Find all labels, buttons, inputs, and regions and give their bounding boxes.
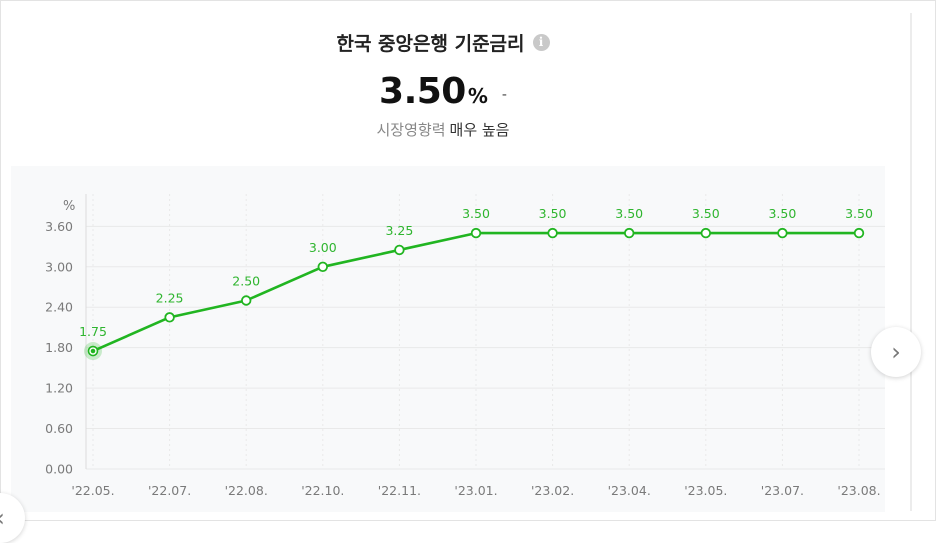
data-point (853, 227, 865, 239)
x-tick-label: '23.08. (837, 483, 880, 498)
rate-unit: % (467, 84, 488, 108)
chart-area: % 0.00 0.60 1.20 1.80 2.40 3.00 3.60 '22.05. '22.… (0, 166, 885, 543)
data-point (470, 227, 482, 239)
y-axis-label: % (63, 199, 75, 214)
x-tick-label: '22.11. (378, 483, 421, 498)
data-label: 3.50 (768, 206, 796, 221)
data-point (394, 244, 405, 256)
data-point (164, 312, 175, 323)
data-point (624, 227, 635, 239)
page-title: 한국 중앙은행 기준금리 (336, 33, 525, 55)
rate-change: - (501, 87, 507, 103)
y-tick-label: 3.60 (45, 219, 73, 234)
line-chart: % 0.00 0.60 1.20 1.80 2.40 3.00 3.60 '22.05. '22.… (45, 194, 885, 498)
data-label: 2.25 (156, 290, 184, 305)
y-tick-label: 3.00 (45, 259, 73, 274)
market-influence: 시장영향력 매우 높음 (1, 119, 885, 140)
y-tick-label: 0.00 (45, 462, 73, 477)
x-tick-label: '22.08. (225, 483, 268, 498)
data-point (317, 261, 329, 272)
rate-value: 3.50 (379, 71, 466, 112)
y-tick-label: 1.20 (45, 381, 73, 396)
chevron-right-icon[interactable]: › (871, 327, 921, 377)
data-label: 3.50 (539, 206, 567, 221)
x-tick-label: '23.02. (531, 483, 574, 498)
data-point (240, 295, 252, 306)
x-tick-label: '23.04. (608, 483, 651, 498)
data-label: 3.50 (462, 206, 490, 221)
data-label: 3.00 (309, 240, 337, 255)
data-label: 3.50 (615, 206, 643, 221)
data-label: 1.75 (79, 324, 107, 339)
info-icon[interactable]: i (532, 34, 550, 51)
y-tick-label: 2.40 (45, 300, 73, 315)
x-tick-label: '23.01. (454, 483, 497, 498)
data-point (700, 227, 712, 239)
data-label: 3.50 (845, 206, 873, 221)
x-tick-label: '23.05. (684, 483, 727, 498)
y-tick-label: 0.60 (45, 421, 73, 436)
data-point-center (90, 348, 96, 354)
scroll-track (910, 13, 912, 511)
data-label: 2.50 (232, 273, 260, 288)
data-label: 3.25 (385, 223, 413, 238)
y-tick-label: 1.80 (45, 340, 73, 355)
x-tick-label: '22.05. (71, 483, 114, 498)
data-point (777, 227, 788, 239)
data-point (547, 227, 558, 239)
data-label: 3.50 (692, 206, 720, 221)
influence-value: 매우 높음 (449, 121, 510, 139)
x-tick-label: '22.07. (148, 483, 191, 498)
influence-label: 시장영향력 (376, 121, 446, 139)
title-row: 한국 중앙은행 기준금리 i (1, 29, 885, 56)
x-tick-label: '22.10. (301, 483, 344, 498)
x-tick-label: '23.07. (761, 483, 804, 498)
rate-summary: 3.50% - (1, 71, 885, 112)
